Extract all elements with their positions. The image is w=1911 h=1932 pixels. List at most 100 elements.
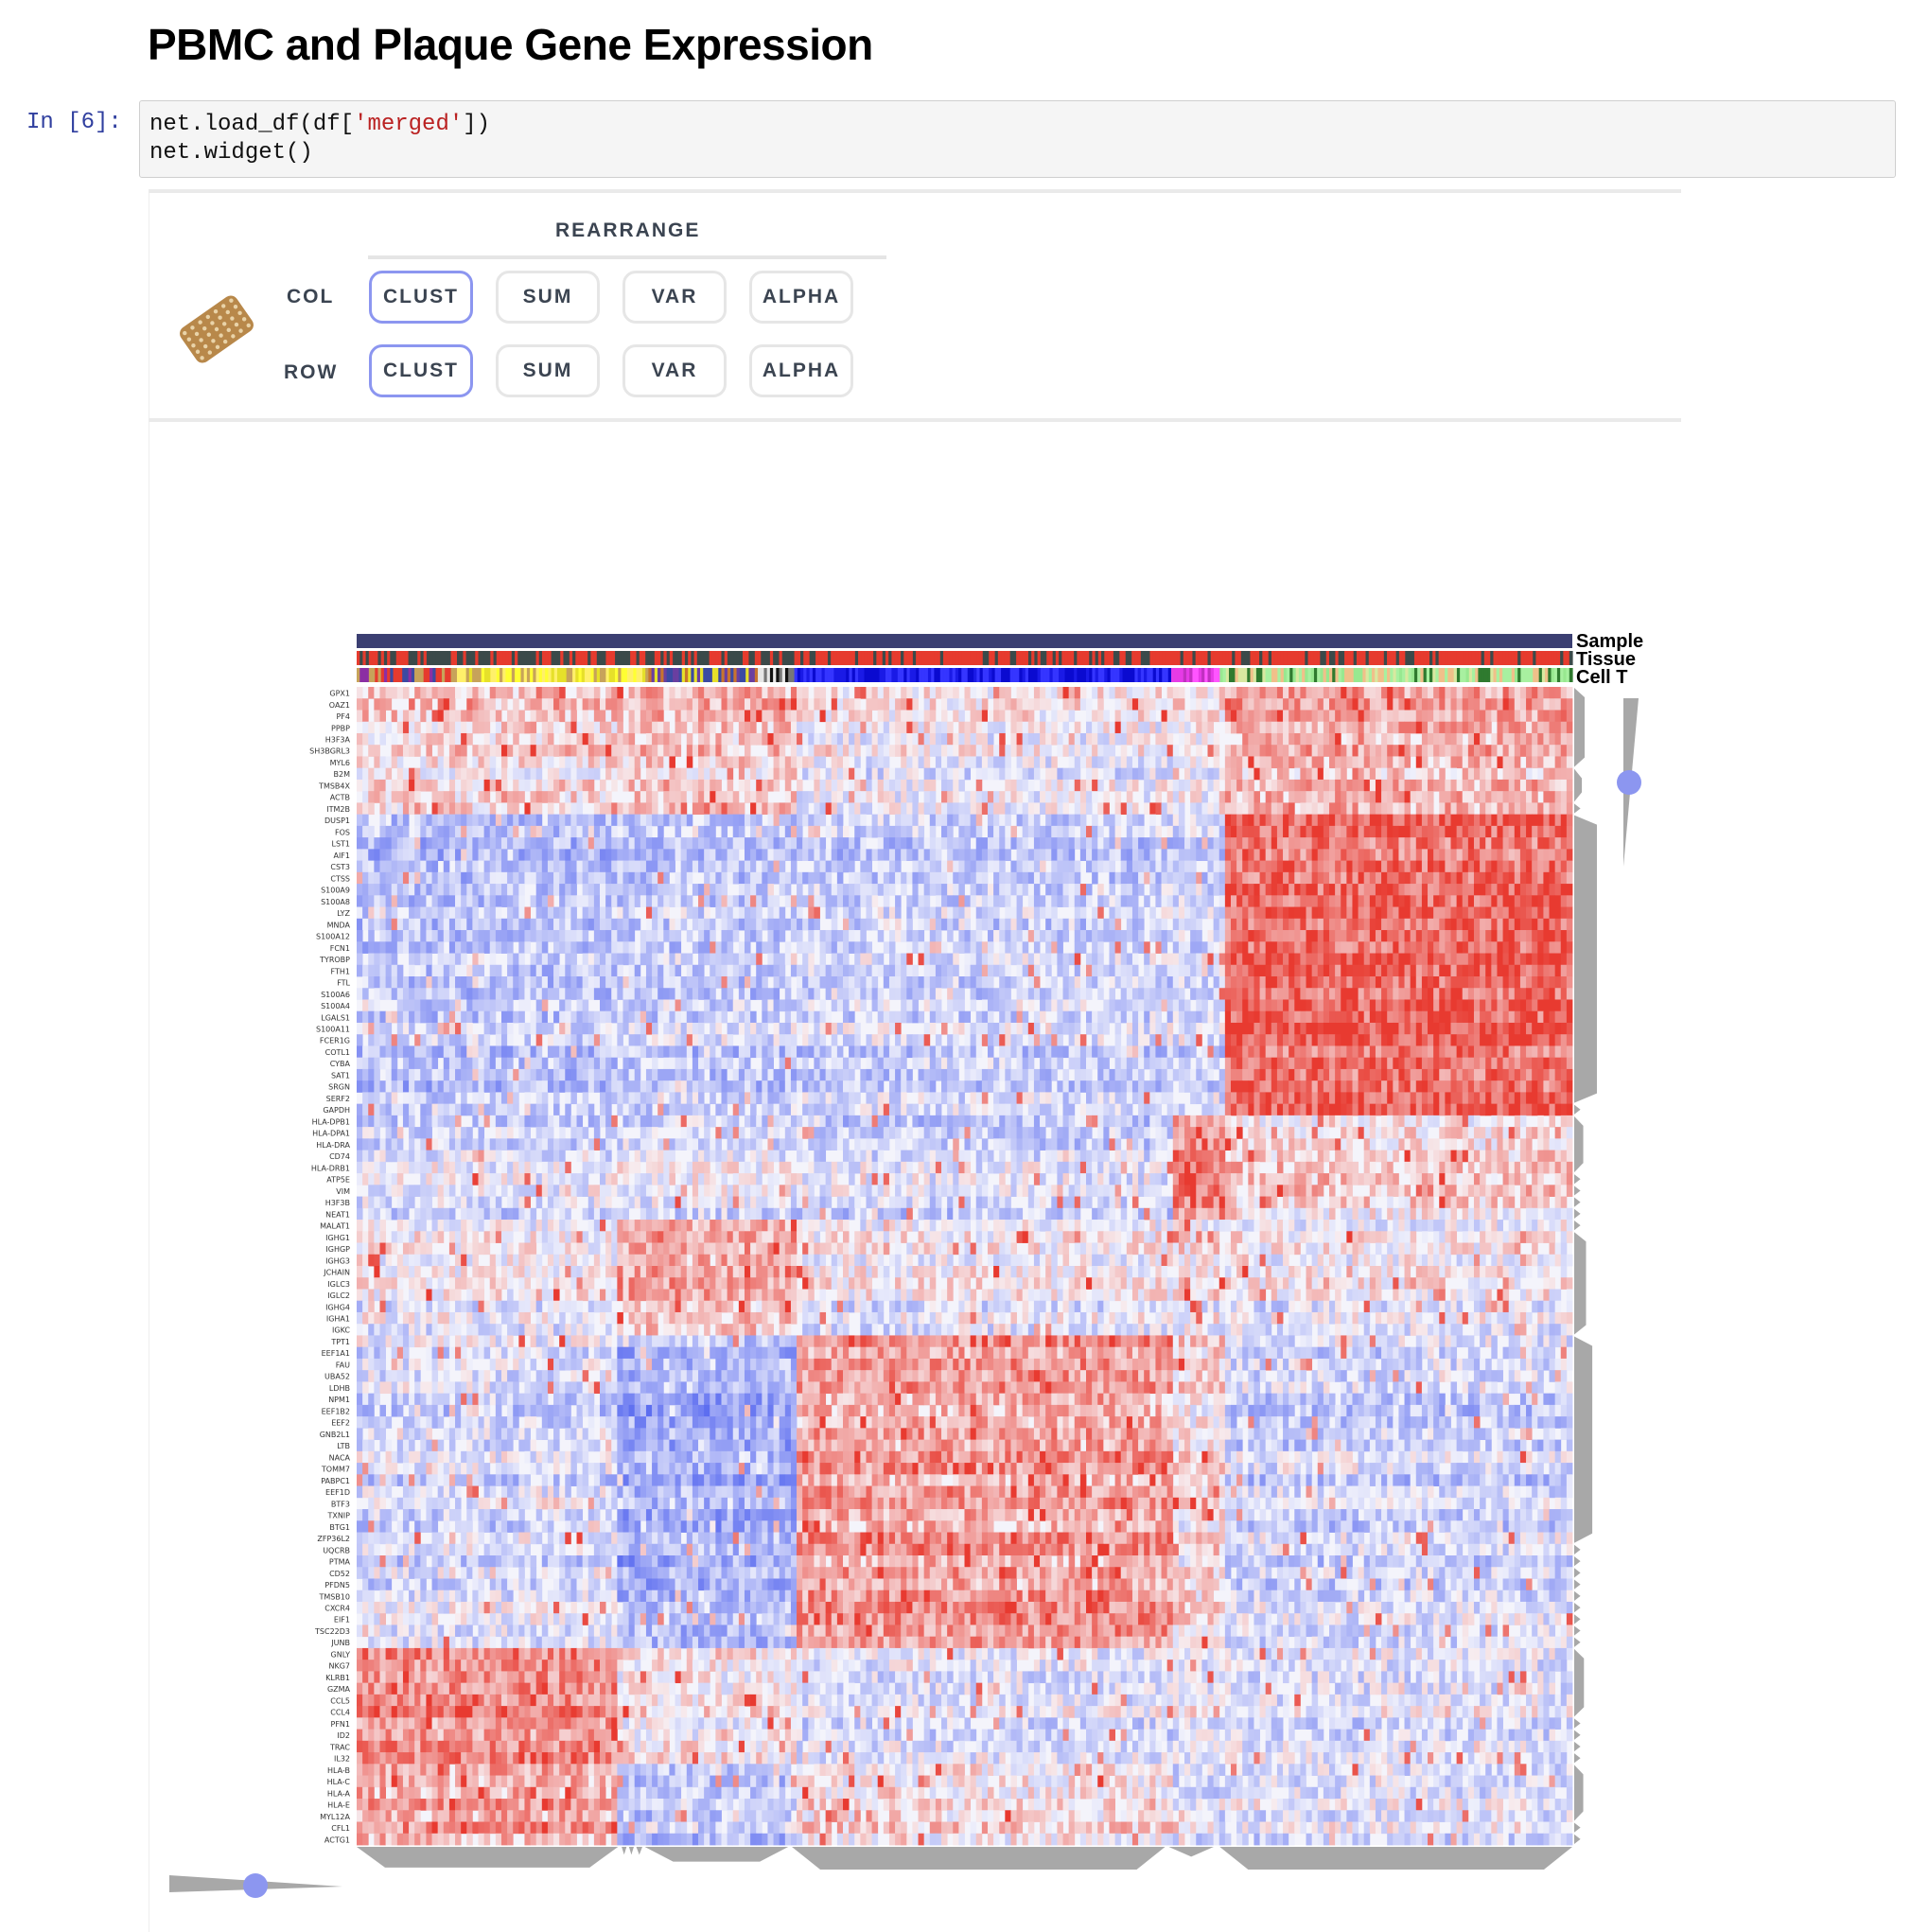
row-dendrogram-cluster[interactable] bbox=[1574, 1568, 1581, 1578]
code-cell[interactable]: net.load_df(df['merged']) net.widget() bbox=[139, 100, 1896, 178]
row-label[interactable]: CCL5 bbox=[330, 1696, 350, 1705]
row-label[interactable]: GNB2L1 bbox=[320, 1431, 350, 1439]
column-dendrogram-cluster[interactable] bbox=[1219, 1847, 1572, 1870]
row-label[interactable]: MNDA bbox=[327, 921, 351, 929]
row-label[interactable]: FCER1G bbox=[320, 1037, 350, 1045]
col-sum-button[interactable]: SUM bbox=[496, 271, 600, 324]
row-label[interactable]: IGHG4 bbox=[325, 1303, 350, 1311]
row-label[interactable]: HLA-DRB1 bbox=[311, 1164, 350, 1172]
row-label[interactable]: COTL1 bbox=[325, 1048, 350, 1057]
row-label[interactable]: SERF2 bbox=[326, 1095, 350, 1103]
row-label[interactable]: S100A8 bbox=[321, 898, 350, 906]
row-label[interactable]: PPBP bbox=[331, 724, 350, 732]
row-label[interactable]: SH3BGRL3 bbox=[309, 747, 350, 756]
row-label[interactable]: IL32 bbox=[334, 1755, 350, 1764]
row-dendrogram-cluster[interactable] bbox=[1574, 1602, 1581, 1613]
row-dendrogram-cluster[interactable] bbox=[1574, 1614, 1581, 1625]
row-label[interactable]: PFN1 bbox=[331, 1720, 351, 1729]
row-label[interactable]: ACTG1 bbox=[324, 1835, 350, 1844]
row-label[interactable]: CYBA bbox=[330, 1060, 351, 1068]
column-dendrogram-cluster[interactable] bbox=[628, 1847, 634, 1855]
row-label[interactable]: ITM2B bbox=[326, 805, 350, 814]
row-label[interactable]: HLA-DPA1 bbox=[312, 1130, 350, 1138]
row-label[interactable]: TXNIP bbox=[326, 1512, 350, 1520]
row-label[interactable]: EEF1D bbox=[325, 1488, 350, 1497]
row-label[interactable]: EEF1B2 bbox=[322, 1407, 350, 1415]
row-dendrogram-cluster[interactable] bbox=[1574, 1197, 1581, 1207]
column-category-bars[interactable] bbox=[357, 634, 1573, 682]
row-label[interactable]: TMSB10 bbox=[318, 1592, 350, 1601]
row-label[interactable]: H3F3B bbox=[325, 1199, 350, 1207]
row-label[interactable]: NKG7 bbox=[328, 1662, 350, 1671]
row-label[interactable]: S100A12 bbox=[316, 933, 350, 941]
row-label[interactable]: CFL1 bbox=[331, 1824, 350, 1833]
row-dendrogram-cluster[interactable] bbox=[1574, 1822, 1581, 1833]
row-label[interactable]: TPT1 bbox=[330, 1338, 350, 1346]
row-dendrogram-cluster[interactable] bbox=[1574, 1186, 1581, 1196]
row-label[interactable]: S100A6 bbox=[321, 991, 350, 999]
col-clust-button[interactable]: CLUST bbox=[369, 271, 473, 324]
col-var-button[interactable]: VAR bbox=[622, 271, 727, 324]
row-label[interactable]: PFDN5 bbox=[324, 1581, 350, 1590]
row-label[interactable]: PF4 bbox=[336, 712, 350, 721]
row-label[interactable]: LST1 bbox=[331, 840, 350, 849]
row-dendrogram-cluster[interactable] bbox=[1574, 1336, 1593, 1543]
row-label[interactable]: FAU bbox=[336, 1361, 350, 1369]
row-dendrogram-cluster[interactable] bbox=[1574, 1648, 1585, 1717]
row-label[interactable]: GPX1 bbox=[329, 690, 350, 698]
row-label[interactable]: TOMM7 bbox=[321, 1466, 350, 1474]
row-label[interactable]: BTG1 bbox=[329, 1523, 350, 1532]
column-dendrogram-cluster[interactable] bbox=[792, 1847, 1166, 1870]
row-label[interactable]: TRAC bbox=[329, 1743, 350, 1751]
row-labels[interactable]: GPX1 OAZ1 PF4 PPBP H3F3A SH3BGRL3 MYL6 B2M TMSB4… bbox=[309, 690, 350, 1845]
row-dendrogram-cluster[interactable] bbox=[1574, 1232, 1587, 1335]
column-dendrogram-cluster[interactable] bbox=[622, 1847, 627, 1855]
row-label[interactable]: S100A11 bbox=[316, 1026, 350, 1034]
row-label[interactable]: MYL12A bbox=[320, 1813, 350, 1821]
row-label[interactable]: HLA-DPB1 bbox=[312, 1117, 350, 1126]
row-label[interactable]: BTF3 bbox=[331, 1500, 350, 1508]
row-label[interactable]: AIF1 bbox=[333, 852, 350, 860]
row-label[interactable]: OAZ1 bbox=[329, 701, 350, 710]
row-label[interactable]: JCHAIN bbox=[323, 1269, 350, 1277]
row-label[interactable]: IGLC2 bbox=[327, 1291, 350, 1300]
row-dendrogram[interactable] bbox=[1574, 688, 1597, 1844]
row-label[interactable]: PTMA bbox=[329, 1558, 351, 1567]
row-dendrogram-cluster[interactable] bbox=[1574, 1625, 1581, 1636]
row-label[interactable]: UBA52 bbox=[324, 1373, 350, 1381]
row-label[interactable]: IGHG3 bbox=[325, 1256, 350, 1265]
row-label[interactable]: TSC22D3 bbox=[314, 1627, 350, 1636]
row-var-button[interactable]: VAR bbox=[622, 344, 727, 397]
row-label[interactable]: CXCR4 bbox=[324, 1605, 350, 1613]
row-label[interactable]: SRGN bbox=[328, 1083, 350, 1092]
row-label[interactable]: UQCRB bbox=[323, 1546, 350, 1554]
row-label[interactable]: HLA-E bbox=[327, 1801, 350, 1810]
row-label[interactable]: LDHB bbox=[329, 1384, 350, 1393]
col-alpha-button[interactable]: ALPHA bbox=[749, 271, 853, 324]
row-dendrogram-cluster[interactable] bbox=[1574, 768, 1583, 802]
row-label[interactable]: IGKC bbox=[332, 1326, 350, 1335]
row-label[interactable]: MALAT1 bbox=[320, 1222, 350, 1231]
row-label[interactable]: VIM bbox=[336, 1187, 350, 1196]
column-dendrogram-cluster[interactable] bbox=[644, 1847, 789, 1862]
row-dendrogram-cluster[interactable] bbox=[1574, 1221, 1581, 1231]
row-dendrogram-cluster[interactable] bbox=[1574, 803, 1581, 814]
row-label[interactable]: CD74 bbox=[329, 1152, 350, 1161]
row-label[interactable]: HLA-DRA bbox=[316, 1141, 350, 1150]
row-label[interactable]: GNLY bbox=[331, 1650, 351, 1659]
row-dendrogram-cluster[interactable] bbox=[1574, 1174, 1581, 1185]
column-dendrogram-cluster[interactable] bbox=[1168, 1847, 1214, 1857]
row-label[interactable]: ID2 bbox=[337, 1731, 350, 1740]
row-label[interactable]: IGHA1 bbox=[326, 1315, 350, 1324]
row-label[interactable]: CCL4 bbox=[330, 1709, 350, 1717]
row-label[interactable]: S100A4 bbox=[321, 1002, 350, 1010]
column-dendrogram[interactable] bbox=[357, 1847, 1572, 1870]
row-dendrogram-cluster[interactable] bbox=[1574, 1104, 1581, 1115]
row-label[interactable]: FOS bbox=[335, 828, 350, 836]
row-label[interactable]: HLA-A bbox=[327, 1789, 351, 1798]
row-label[interactable]: JUNB bbox=[330, 1639, 350, 1647]
row-dendrogram-cluster[interactable] bbox=[1574, 1741, 1581, 1752]
row-dendrogram-cluster[interactable] bbox=[1574, 1579, 1581, 1590]
row-label[interactable]: FTH1 bbox=[331, 967, 350, 975]
